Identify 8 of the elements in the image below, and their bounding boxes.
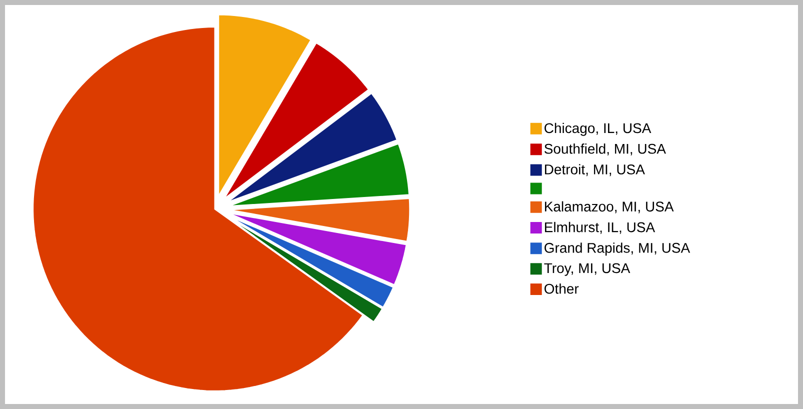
legend-label: Troy, MI, USA — [544, 263, 630, 276]
legend-label: Other — [544, 283, 579, 294]
legend-label: Detroit, MI, USA — [545, 164, 645, 176]
legend-label: Southfield, MI, USA — [544, 143, 666, 156]
legend-label: Elmhurst, IL, USA — [545, 222, 656, 234]
legend-label: Chicago, IL, USA — [544, 122, 652, 136]
legend-label: Grand Rapids, MI, USA — [544, 242, 690, 256]
legend-label: Kalamazoo, MI, USA — [545, 201, 674, 214]
